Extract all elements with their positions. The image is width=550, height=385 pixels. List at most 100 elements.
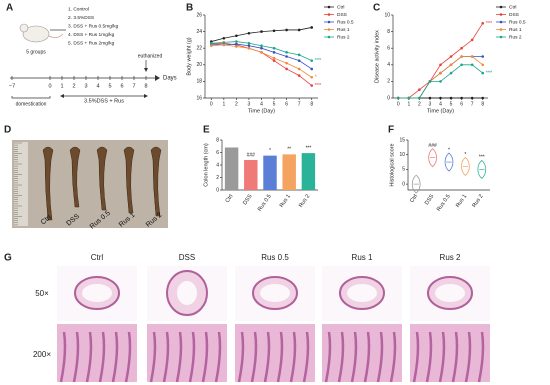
point (247, 46, 251, 50)
crypt (350, 331, 358, 383)
lumen (260, 284, 290, 302)
x-tick-label: Rus 1 (455, 194, 468, 209)
y-tick-label: 24 (196, 29, 202, 35)
point (285, 61, 288, 65)
point (247, 44, 251, 48)
x-axis-label: Time (Day) (248, 108, 275, 114)
significance: * (315, 75, 318, 81)
ruler (14, 142, 28, 226)
point (439, 80, 442, 83)
point (222, 36, 226, 40)
y-tick-label: 8 (216, 137, 219, 143)
timeline-label: 8 (144, 83, 147, 89)
lumen (177, 281, 197, 305)
point (310, 84, 314, 87)
timeline-label: 5 (108, 83, 111, 89)
significance: *** (315, 58, 322, 64)
point (449, 55, 453, 58)
column-header: Rus 1 (352, 253, 373, 262)
point (470, 38, 474, 42)
colon (69, 146, 81, 208)
y-tick-label: 0 (216, 187, 219, 193)
axis-line (204, 15, 318, 99)
point (285, 55, 288, 58)
arrow-head (144, 68, 148, 72)
column-header: Rus 2 (440, 253, 461, 262)
timeline-label: 0 (48, 83, 51, 89)
panel-label: B (186, 3, 193, 14)
timeline-label: 6 (120, 83, 123, 89)
point (449, 63, 453, 67)
x-tick-label: 5 (450, 101, 453, 107)
x-tick-label: Rus 1 (279, 194, 292, 209)
legend-marker (499, 5, 503, 9)
euthanized-label: euthanized (138, 53, 163, 59)
legend-label: Rus 1 (337, 27, 350, 33)
crypt (85, 331, 93, 383)
y-tick-label: 10 (399, 152, 405, 158)
crypt (464, 331, 472, 383)
x-tick-label: 8 (481, 101, 484, 107)
x-tick-label: 4 (260, 101, 263, 107)
lumen (435, 284, 465, 302)
legend-marker (499, 35, 503, 39)
micrograph-200x (147, 324, 227, 382)
point (310, 75, 314, 79)
point (222, 43, 226, 47)
significance: *** (305, 145, 311, 151)
y-tick-label: 22 (196, 46, 202, 52)
point (297, 59, 301, 62)
point (396, 96, 400, 100)
violin (428, 148, 437, 168)
series-line (398, 56, 483, 99)
significance: ### (428, 143, 437, 149)
crypt (477, 331, 485, 383)
group-item: 1. Control (68, 6, 89, 12)
timeline-label: −7 (9, 83, 15, 89)
series-line (398, 23, 484, 99)
y-tick-label: 2 (387, 79, 390, 85)
panel-label: E (203, 125, 210, 136)
significance: ### (247, 152, 256, 158)
legend-marker (327, 5, 331, 9)
crypt (302, 331, 310, 383)
timeline-label: 4 (96, 83, 99, 89)
point (260, 51, 263, 54)
point (310, 67, 314, 71)
legend-label: Rus 0.5 (509, 19, 526, 25)
point (428, 80, 432, 83)
x-tick-label: 7 (471, 101, 474, 107)
y-tick-label: 2 (216, 175, 219, 181)
crypt (376, 331, 384, 383)
point (297, 74, 301, 77)
significance: ** (287, 147, 291, 153)
crypt (72, 331, 80, 383)
point (460, 63, 463, 67)
micrograph-200x (410, 324, 490, 382)
crypt (324, 331, 332, 383)
point (481, 55, 485, 58)
point (310, 59, 314, 62)
point (297, 67, 301, 71)
x-tick-label: 6 (460, 101, 463, 107)
point (418, 96, 421, 100)
point (260, 46, 263, 50)
series-line (211, 27, 312, 42)
group-item: 3. DSS + Rus 0.5mg/kg (68, 23, 119, 29)
y-tick-label: 10 (384, 12, 390, 18)
crypt (276, 331, 284, 383)
legend-label: Rus 2 (509, 34, 522, 40)
crypt (214, 331, 222, 383)
timeline-label: 1 (60, 83, 63, 89)
point (449, 71, 453, 75)
y-tick-label: 15 (399, 137, 405, 143)
colon-photo (12, 140, 168, 228)
point (235, 45, 238, 48)
crypt (389, 331, 397, 383)
crypt (250, 331, 258, 383)
point (272, 56, 276, 60)
y-axis-label: Body weight (g) (186, 37, 192, 75)
series-line (211, 44, 312, 78)
legend-label: Rus 2 (337, 34, 350, 40)
y-tick-label: 4 (216, 162, 219, 168)
